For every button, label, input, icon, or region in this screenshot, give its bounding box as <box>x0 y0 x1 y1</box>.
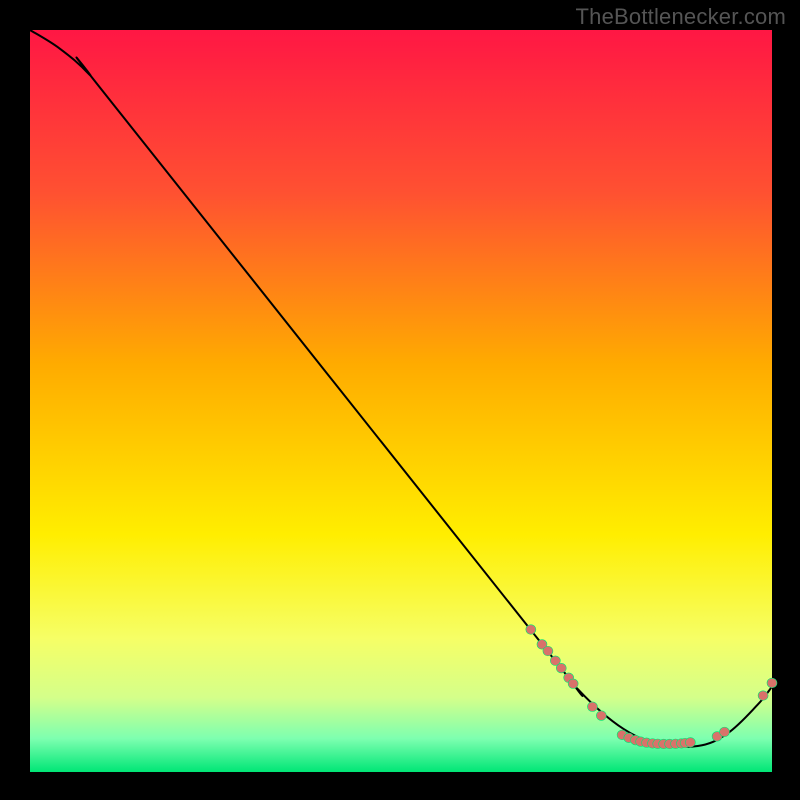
marker-group <box>526 625 777 749</box>
watermark-text: TheBottlenecker.com <box>576 4 786 30</box>
marker-dot <box>685 738 695 748</box>
marker-dot <box>596 711 606 721</box>
marker-dot <box>720 727 730 737</box>
marker-dot <box>526 625 536 635</box>
plot-area <box>30 30 772 772</box>
curve-layer <box>30 30 772 772</box>
marker-dot <box>543 646 553 656</box>
marker-dot <box>758 691 768 701</box>
marker-dot <box>587 702 597 712</box>
marker-dot <box>767 678 777 688</box>
marker-dot <box>556 663 566 673</box>
marker-dot <box>568 679 578 689</box>
chart-root: TheBottlenecker.com <box>0 0 800 800</box>
bottleneck-curve <box>30 30 772 747</box>
